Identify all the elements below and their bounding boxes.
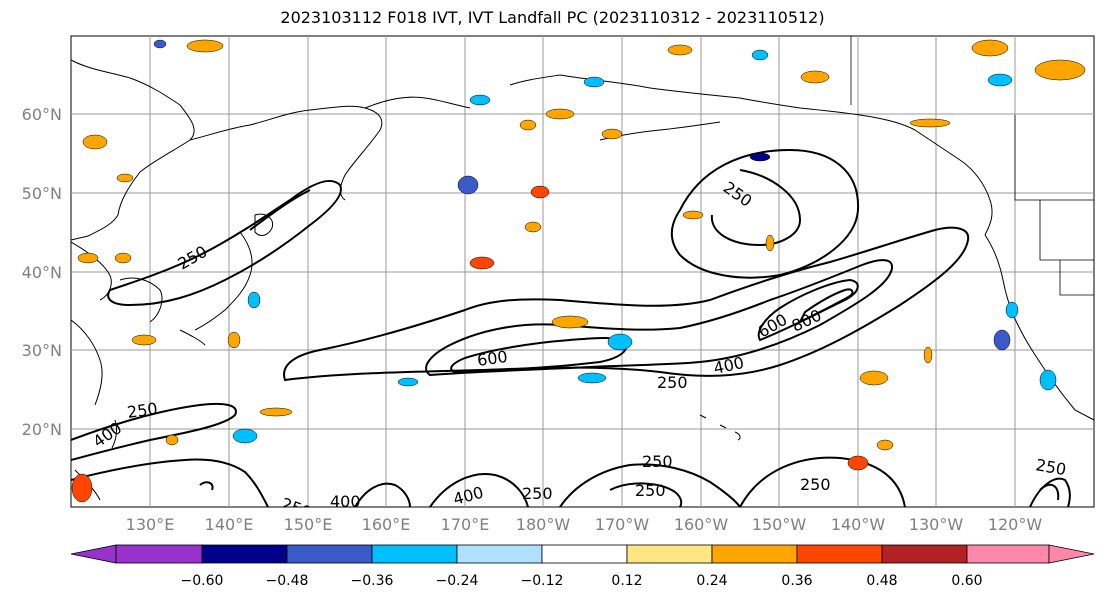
contour-label: 250 xyxy=(800,475,831,494)
colorbar-tick-label: 0.36 xyxy=(781,573,812,589)
contour-label: 250 xyxy=(522,484,553,503)
lon-label: 170°W xyxy=(595,515,650,534)
lat-label: 50°N xyxy=(22,184,62,203)
lon-label: 130°W xyxy=(909,515,964,534)
lon-label: 170°E xyxy=(441,515,490,534)
contour-label: 250 xyxy=(642,452,673,471)
colorbar-swatch xyxy=(881,544,968,564)
colorbar-tick-label: 0.60 xyxy=(951,573,982,589)
political-borders xyxy=(850,36,1094,296)
lon-label: 130°E xyxy=(126,515,175,534)
colorbar-swatch xyxy=(115,544,203,564)
gridlines xyxy=(71,36,1094,507)
colorbar-swatch xyxy=(286,544,373,564)
lon-label: 140°W xyxy=(831,515,886,534)
lon-label: 150°W xyxy=(752,515,807,534)
colorbar-swatch xyxy=(456,544,543,564)
contour-label: 400 xyxy=(330,492,361,511)
colorbar-tick-label: −0.36 xyxy=(351,573,394,589)
colorbar-swatch xyxy=(796,544,883,564)
colorbar-swatch xyxy=(626,544,713,564)
pc-shading xyxy=(71,39,1086,503)
lat-label: 60°N xyxy=(22,105,62,124)
lat-label: 30°N xyxy=(22,341,62,360)
contour-label: 600 xyxy=(476,347,509,370)
colorbar-swatch xyxy=(966,544,1050,564)
lon-label: 160°W xyxy=(674,515,729,534)
colorbar-swatch xyxy=(541,544,628,564)
lon-label: 150°E xyxy=(284,515,333,534)
lon-label: 140°E xyxy=(205,515,254,534)
colorbar-extend-left xyxy=(70,544,117,564)
lon-labels: 130°E 140°E 150°E 160°E 170°E 180°W 170°… xyxy=(126,515,1043,534)
colorbar-ticks: −0.60 −0.48 −0.36 −0.24 −0.12 0.12 0.24 … xyxy=(181,573,983,589)
colorbar-tick-label: 0.12 xyxy=(611,573,642,589)
lat-label: 20°N xyxy=(22,420,62,439)
colorbar-tick-label: 0.48 xyxy=(866,573,897,589)
colorbar-tick-label: −0.48 xyxy=(266,573,309,589)
colorbar-tick-label: −0.12 xyxy=(521,573,564,589)
colorbar-swatch xyxy=(201,544,288,564)
contour-label: 250 xyxy=(126,399,159,422)
colorbar-swatch xyxy=(371,544,458,564)
coastlines xyxy=(71,59,1094,501)
colorbar xyxy=(70,544,1095,564)
colorbar-tick-label: −0.60 xyxy=(181,573,224,589)
colorbar-swatch xyxy=(711,544,798,564)
lon-label: 180°W xyxy=(516,515,571,534)
lat-labels: 60°N 50°N 40°N 30°N 20°N xyxy=(22,105,62,439)
colorbar-tick-label: 0.24 xyxy=(696,573,727,589)
lon-label: 160°E xyxy=(362,515,411,534)
contour-label: 250 xyxy=(635,481,666,500)
contour-label: 250 xyxy=(657,373,688,392)
colorbar-extend-right xyxy=(1048,544,1095,564)
map-title: 2023103112 F018 IVT, IVT Landfall PC (20… xyxy=(280,8,825,27)
colorbar-tick-label: −0.24 xyxy=(436,573,479,589)
lon-label: 120°W xyxy=(988,515,1043,534)
lat-label: 40°N xyxy=(22,263,62,282)
ivt-contours xyxy=(71,148,1071,507)
map-panel: 250 250 250 250 600 400 600 800 400 250 … xyxy=(70,35,1095,511)
